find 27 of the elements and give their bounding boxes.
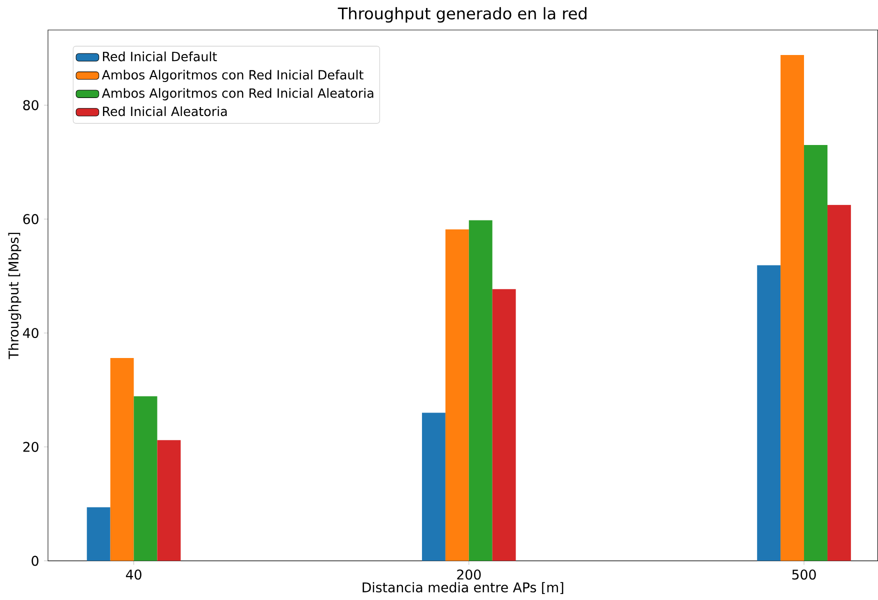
bar [422, 412, 446, 561]
legend-label: Red Inicial Default [103, 52, 217, 62]
bar [134, 396, 158, 561]
bar [757, 265, 781, 561]
bar [492, 289, 516, 561]
bar [86, 507, 110, 561]
bar [445, 229, 469, 561]
y-tick-label: 80 [23, 100, 38, 110]
y-axis-title: Throughput [Mbps] [8, 232, 22, 360]
y-tick-label: 20 [23, 442, 38, 452]
legend-label: Ambos Algoritmos con Red Inicial Default [102, 70, 364, 82]
bar [157, 440, 181, 561]
x-tick-label: 200 [457, 570, 481, 580]
legend-label: Red Inicial Aleatoria [103, 106, 227, 116]
bar [110, 358, 134, 561]
legend-label: Ambos Algoritmos con Red Inicial Aleatoria [102, 88, 374, 100]
bar [780, 55, 804, 561]
y-tick-label: 40 [22, 328, 38, 338]
bar [804, 145, 828, 561]
bar [827, 204, 851, 561]
y-tick-label: 60 [23, 214, 38, 224]
y-tick-label: 0 [32, 556, 38, 566]
bar [468, 220, 492, 561]
x-tick-label: 500 [792, 570, 816, 580]
x-tick-label: 40 [126, 570, 142, 580]
chart-title: Throughput generado en la red [338, 7, 586, 23]
x-axis-title: Distancia media entre APs [m] [362, 582, 564, 594]
